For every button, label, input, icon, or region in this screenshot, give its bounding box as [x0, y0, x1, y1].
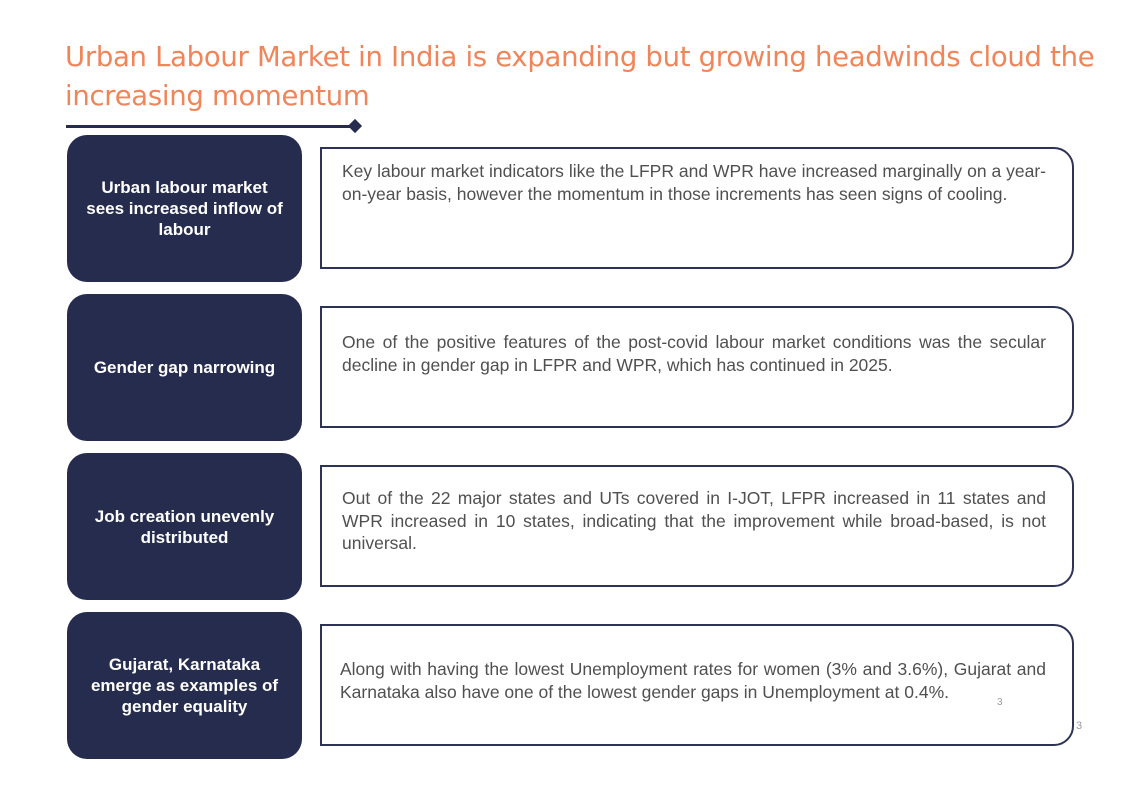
row-description-text: Along with having the lowest Unemploymen… — [340, 659, 1046, 702]
row-description-text: Out of the 22 major states and UTs cover… — [342, 488, 1046, 553]
title-underline — [66, 125, 354, 128]
diamond-icon — [347, 118, 363, 134]
page-title: Urban Labour Market in India is expandin… — [65, 41, 1095, 112]
row-description-box: Key labour market indicators like the LF… — [320, 147, 1074, 269]
row-description-box: Out of the 22 major states and UTs cover… — [320, 465, 1074, 587]
page-number: 3 — [1076, 720, 1083, 732]
page-number: 3 — [997, 697, 1003, 708]
row-label-text: Urban labour market sees increased inflo… — [86, 178, 283, 239]
row-label-box: Gujarat, Karnataka emerge as examples of… — [67, 612, 302, 759]
row-label-box: Urban labour market sees increased inflo… — [67, 135, 302, 282]
row-description-text: Key labour market indicators like the LF… — [342, 161, 1046, 204]
row-description-text: One of the positive features of the post… — [342, 332, 1046, 375]
row-label-text: Gender gap narrowing — [93, 358, 276, 377]
row-label-box: Job creation unevenly distributed — [67, 453, 302, 600]
row-label-text: Gujarat, Karnataka emerge as examples of… — [90, 655, 279, 716]
row-label-text: Job creation unevenly distributed — [94, 506, 275, 547]
row-label-box: Gender gap narrowing — [67, 294, 302, 441]
row-description-box: Along with having the lowest Unemploymen… — [320, 624, 1074, 746]
row-description-box: One of the positive features of the post… — [320, 306, 1074, 428]
